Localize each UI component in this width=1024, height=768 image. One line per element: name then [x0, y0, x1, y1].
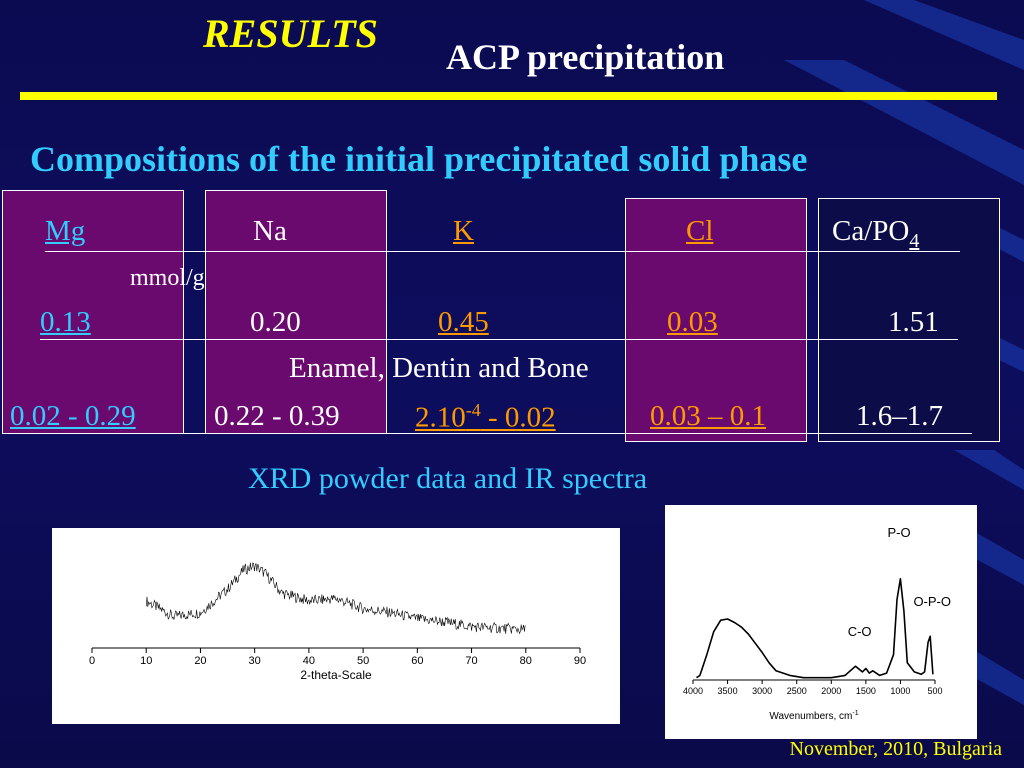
- xrd-x-label: 2-theta-Scale: [300, 668, 372, 682]
- reference-label: Enamel, Dentin and Bone: [289, 352, 589, 384]
- header-row-rule: [45, 251, 960, 252]
- ref-na-value: 0.22 - 0.39: [214, 400, 340, 432]
- header-cl: Cl: [686, 215, 714, 247]
- xrd-tick-label: 70: [465, 655, 477, 667]
- ir-annotation: C-O: [848, 624, 872, 639]
- ir-annotation: O-P-O: [913, 594, 951, 609]
- header-mg: Mg: [45, 215, 86, 247]
- ir-tick-label: 4000: [683, 686, 703, 696]
- header-ca-po-sub: 4: [909, 229, 920, 252]
- ir-x-label: Wavenumbers, cm-1: [769, 710, 858, 722]
- ref-ca-po-value: 1.6–1.7: [856, 400, 943, 432]
- xrd-plot: 0 10 20 30 40 50 60 70 80 90 2-theta-Scale: [52, 528, 620, 724]
- header-na: Na: [253, 215, 287, 247]
- ir-tick-label: 3000: [752, 686, 772, 696]
- xrd-ir-label: XRD powder data and IR spectra: [248, 462, 648, 495]
- acp-row-rule: [40, 339, 958, 340]
- acp-ca-po-value: 1.51: [888, 306, 939, 338]
- xrd-tick-label: 10: [140, 655, 152, 667]
- header-ca-po: Ca/PO4: [832, 215, 919, 253]
- acp-cl-value: 0.03: [667, 306, 718, 338]
- ref-k-value: 2.10-4 - 0.02: [415, 400, 556, 435]
- header-rule: [20, 92, 997, 100]
- xrd-series-line: [145, 562, 526, 635]
- ir-tick-label: 500: [927, 686, 942, 696]
- acp-k-value: 0.45: [438, 306, 489, 338]
- ir-tick-label: 3500: [718, 686, 738, 696]
- cl-column-box: [625, 198, 807, 442]
- ref-mg-value: 0.02 - 0.29: [10, 400, 136, 432]
- xrd-tick-label: 80: [520, 655, 532, 667]
- ca-po-column-box: [818, 198, 1000, 442]
- acp-mg-value: 0.13: [40, 306, 91, 338]
- acp-na-value: 0.20: [250, 306, 301, 338]
- xrd-tick-label: 0: [89, 655, 95, 667]
- ir-chart: 4000 3500 3000 2500 2000 1500 1000 500 Wavenumbe…: [683, 525, 951, 722]
- ir-series-line: [696, 578, 934, 679]
- ir-plot: 4000 3500 3000 2500 2000 1500 1000 500 Wavenumbe…: [665, 505, 977, 739]
- xrd-tick-label: 20: [194, 655, 206, 667]
- ir-x-label-sup: -1: [852, 710, 858, 717]
- ref-cl-value: 0.03 – 0.1: [650, 400, 766, 432]
- ir-annotation: P-O: [887, 525, 910, 540]
- ref-k-base: 2.10: [415, 401, 466, 434]
- reference-row-rule: [10, 433, 972, 434]
- ir-tick-label: 2500: [787, 686, 807, 696]
- slide-title: ACP precipitation: [446, 37, 725, 77]
- xrd-tick-label: 40: [303, 655, 315, 667]
- ir-tick-label: 2000: [821, 686, 841, 696]
- ref-k-exp: -4: [465, 400, 481, 420]
- xrd-tick-label: 60: [411, 655, 423, 667]
- xrd-tick-label: 50: [357, 655, 369, 667]
- header-k: K: [453, 215, 474, 247]
- header-ca-po-text: Ca/PO: [832, 215, 910, 247]
- ir-tick-label: 1500: [856, 686, 876, 696]
- mg-column-box: [2, 190, 184, 434]
- ref-k-rest: - 0.02: [480, 401, 556, 434]
- ir-tick-label: 1000: [890, 686, 910, 696]
- xrd-chart: 0 10 20 30 40 50 60 70 80 90 2-theta-Scale: [89, 562, 586, 682]
- table-subtitle: Compositions of the initial precipitated…: [30, 139, 808, 179]
- unit-label: mmol/g: [130, 265, 205, 291]
- xrd-tick-label: 90: [574, 655, 586, 667]
- results-heading: RESULTS: [203, 11, 378, 56]
- xrd-tick-label: 30: [249, 655, 261, 667]
- footer-date: November, 2010, Bulgaria: [789, 738, 1002, 760]
